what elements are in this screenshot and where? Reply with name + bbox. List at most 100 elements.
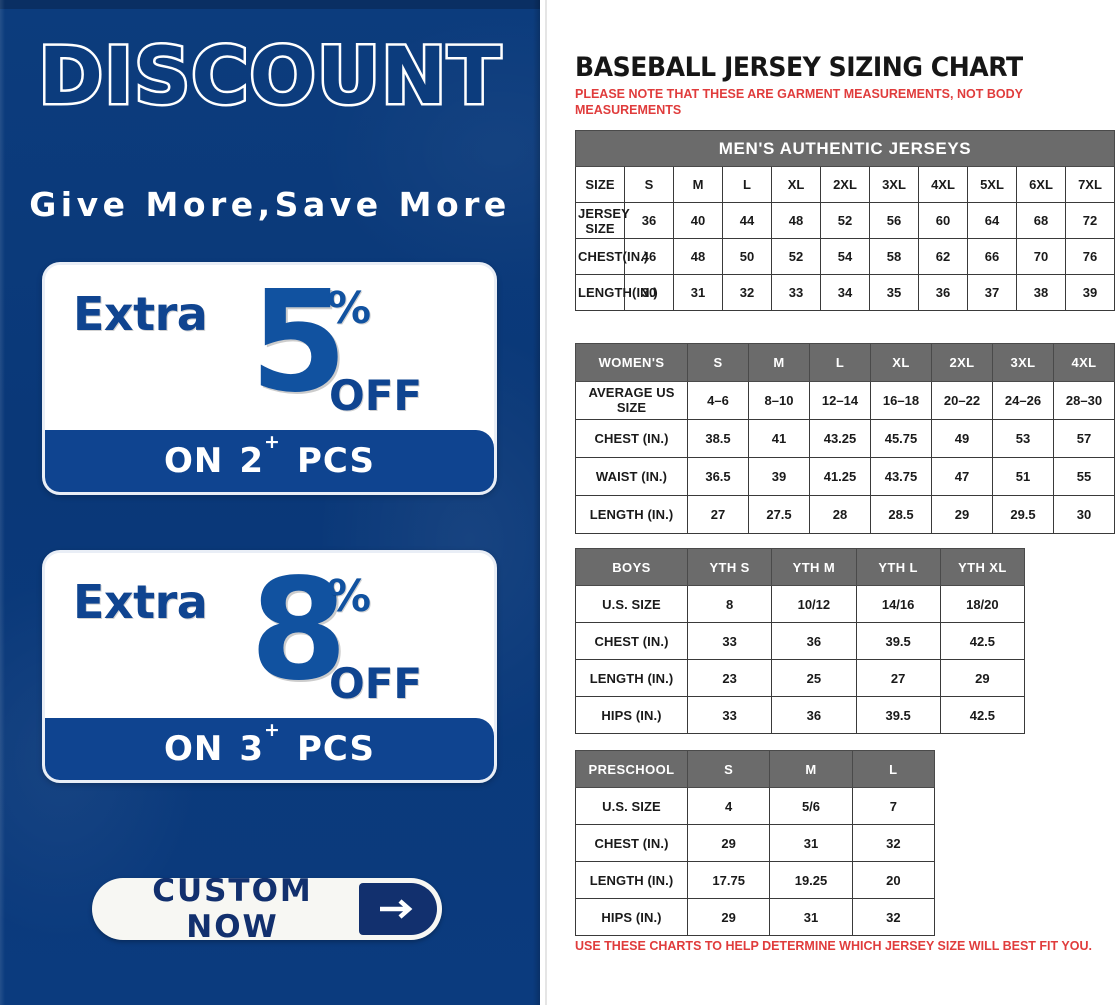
promo-tagline: Give More,Save More bbox=[29, 185, 511, 224]
mens-col-head-8: 5XL bbox=[967, 166, 1017, 203]
boys-r0-c2: 10/12 bbox=[771, 585, 857, 623]
mens-col-head-3: L bbox=[722, 166, 772, 203]
discount-card-8-percent[interactable]: Extra 8 % OFF ON 3+ PCS bbox=[42, 550, 497, 783]
table-row: HIPS (IN.) 33 36 39.5 42.5 bbox=[575, 696, 1026, 734]
preschool-col-head-3: L bbox=[851, 750, 936, 788]
boys-col-head-3: YTH L bbox=[855, 548, 941, 586]
womens-r3-c7: 30 bbox=[1053, 495, 1115, 534]
preschool-r2-c3: 20 bbox=[851, 861, 936, 899]
preschool-r2-c1: 17.75 bbox=[686, 861, 771, 899]
boys-r2-c1: 23 bbox=[686, 659, 773, 697]
mens-sizing-table: MEN'S AUTHENTIC JERSEYS SIZE S M L XL 2X… bbox=[575, 130, 1115, 311]
mens-header-row: SIZE S M L XL 2XL 3XL 4XL 5XL 6XL 7XL bbox=[575, 166, 1115, 203]
measurement-disclaimer: PLEASE NOTE THAT THESE ARE GARMENT MEASU… bbox=[575, 87, 1023, 117]
womens-col-head-0: WOMEN'S bbox=[575, 343, 688, 382]
preschool-sizing-table: PRESCHOOL S M L U.S. SIZE 4 5/6 7 CHEST … bbox=[575, 750, 936, 936]
womens-r1-c2: 41 bbox=[748, 419, 810, 458]
preschool-r0-c3: 7 bbox=[851, 787, 936, 825]
womens-r3-c3: 28 bbox=[809, 495, 871, 534]
boys-col-head-2: YTH M bbox=[771, 548, 857, 586]
custom-now-button[interactable]: CUSTOM NOW bbox=[92, 878, 442, 940]
mens-r2-c3: 32 bbox=[722, 274, 772, 311]
discount-percent-value-2: 8 bbox=[250, 550, 348, 712]
womens-r2-c3: 41.25 bbox=[809, 457, 871, 496]
womens-r2-c7: 55 bbox=[1053, 457, 1115, 496]
on-label-2: ON bbox=[164, 729, 224, 769]
mens-r2-c1: 30 bbox=[624, 274, 674, 311]
womens-r3-c0: LENGTH (IN.) bbox=[575, 495, 688, 534]
mens-r1-c0: CHEST(IN.) bbox=[575, 238, 648, 275]
table-row: LENGTH(IN.) 30 31 32 33 34 35 36 37 38 3… bbox=[575, 274, 1115, 311]
mens-r1-c3: 50 bbox=[722, 238, 772, 275]
pcs-label-2: PCS bbox=[296, 729, 375, 769]
boys-r0-c1: 8 bbox=[686, 585, 773, 623]
discount-condition-1: ON 2+ PCS bbox=[164, 431, 375, 481]
extra-label-1: Extra bbox=[73, 287, 208, 341]
mens-r2-c10: 39 bbox=[1065, 274, 1115, 311]
discount-card-5-percent[interactable]: Extra 5 % OFF ON 2+ PCS bbox=[42, 262, 497, 495]
womens-r0-c1: 4–6 bbox=[687, 381, 749, 420]
boys-r1-c2: 36 bbox=[771, 622, 857, 660]
preschool-r0-c2: 5/6 bbox=[769, 787, 853, 825]
womens-r2-c2: 39 bbox=[748, 457, 810, 496]
arrow-right-icon bbox=[359, 883, 437, 935]
off-label-2: OFF bbox=[329, 659, 423, 708]
womens-r3-c1: 27 bbox=[687, 495, 749, 534]
preschool-r2-c2: 19.25 bbox=[769, 861, 853, 899]
womens-r1-c7: 57 bbox=[1053, 419, 1115, 458]
preschool-r3-c0: HIPS (IN.) bbox=[575, 898, 688, 936]
preschool-r1-c0: CHEST (IN.) bbox=[575, 824, 688, 862]
mens-table-title: MEN'S AUTHENTIC JERSEYS bbox=[575, 130, 1115, 167]
boys-r3-c2: 36 bbox=[771, 696, 857, 734]
womens-col-head-5: 2XL bbox=[931, 343, 993, 382]
womens-r0-c2: 8–10 bbox=[748, 381, 810, 420]
boys-r2-c2: 25 bbox=[771, 659, 857, 697]
preschool-col-head-2: M bbox=[769, 750, 853, 788]
preschool-r3-c1: 29 bbox=[686, 898, 771, 936]
womens-r0-c0: AVERAGE US SIZE bbox=[575, 381, 688, 420]
table-row: U.S. SIZE 4 5/6 7 bbox=[575, 787, 936, 825]
womens-r1-c6: 53 bbox=[992, 419, 1054, 458]
womens-r0-c7: 28–30 bbox=[1053, 381, 1115, 420]
womens-r0-c5: 20–22 bbox=[931, 381, 993, 420]
preschool-header-row: PRESCHOOL S M L bbox=[575, 750, 936, 788]
mens-r1-c2: 48 bbox=[673, 238, 723, 275]
table-row: CHEST (IN.) 33 36 39.5 42.5 bbox=[575, 622, 1026, 660]
mens-col-head-5: 2XL bbox=[820, 166, 870, 203]
discount-condition-2: ON 3+ PCS bbox=[164, 719, 375, 769]
mens-r0-c2: 40 bbox=[673, 202, 723, 239]
boys-r1-c3: 39.5 bbox=[855, 622, 941, 660]
boys-r0-c0: U.S. SIZE bbox=[575, 585, 688, 623]
womens-header-row: WOMEN'S S M L XL 2XL 3XL 4XL bbox=[575, 343, 1115, 382]
mens-r0-c5: 52 bbox=[820, 202, 870, 239]
mens-r1-c9: 70 bbox=[1016, 238, 1066, 275]
mens-col-head-1: S bbox=[624, 166, 674, 203]
mens-r2-c4: 33 bbox=[771, 274, 821, 311]
boys-r0-c4: 18/20 bbox=[939, 585, 1026, 623]
mens-col-head-9: 6XL bbox=[1016, 166, 1066, 203]
boys-r2-c4: 29 bbox=[939, 659, 1026, 697]
custom-now-label: CUSTOM NOW bbox=[152, 878, 313, 940]
womens-r2-c0: WAIST (IN.) bbox=[575, 457, 688, 496]
table-row: CHEST (IN.) 29 31 32 bbox=[575, 824, 936, 862]
womens-r2-c5: 47 bbox=[931, 457, 993, 496]
discount-promo-panel: DISCOUNT Give More,Save More Extra 5 % O… bbox=[0, 0, 540, 1005]
womens-col-head-6: 3XL bbox=[992, 343, 1054, 382]
mens-r2-c7: 36 bbox=[918, 274, 968, 311]
mens-r1-c10: 76 bbox=[1065, 238, 1115, 275]
chart-footer-note: USE THESE CHARTS TO HELP DETERMINE WHICH… bbox=[575, 939, 1092, 953]
mens-r0-c0: JERSEY SIZE bbox=[575, 202, 630, 239]
womens-r1-c0: CHEST (IN.) bbox=[575, 419, 688, 458]
mens-r0-c7: 60 bbox=[918, 202, 968, 239]
boys-r1-c0: CHEST (IN.) bbox=[575, 622, 688, 660]
discount-card-condition-bar-2: ON 3+ PCS bbox=[45, 718, 494, 780]
discount-card-top: Extra 8 % OFF bbox=[45, 553, 494, 718]
pcs-label-1: PCS bbox=[296, 441, 375, 481]
page-title: BASEBALL JERSEY SIZING CHART bbox=[575, 52, 1023, 83]
mens-col-head-10: 7XL bbox=[1065, 166, 1115, 203]
mens-col-head-7: 4XL bbox=[918, 166, 968, 203]
promo-top-accent-bar bbox=[0, 0, 540, 9]
womens-col-head-7: 4XL bbox=[1053, 343, 1115, 382]
boys-r1-c1: 33 bbox=[686, 622, 773, 660]
